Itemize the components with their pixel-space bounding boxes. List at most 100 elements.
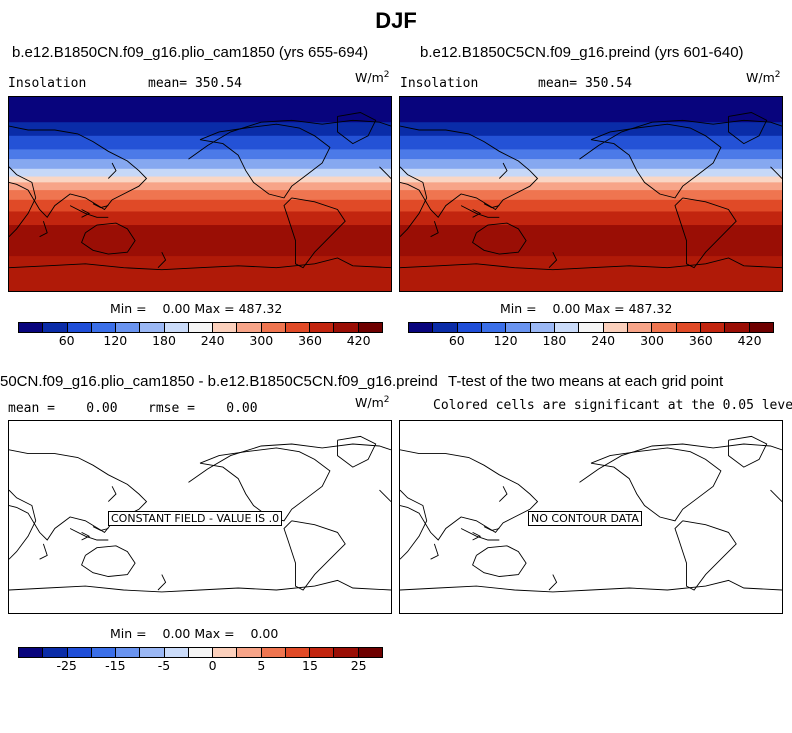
colorbar-tick-label: 5 [257, 658, 266, 673]
colorbar-swatch [43, 323, 68, 332]
colorbar-tick-label: 240 [591, 333, 616, 348]
colorbar-swatch [285, 323, 311, 332]
panel-1-map [8, 96, 392, 292]
colorbar-tick-label: 120 [493, 333, 518, 348]
colorbar-tick-label: 240 [200, 333, 225, 348]
coastline [579, 443, 782, 483]
colorbar-swatch [481, 323, 507, 332]
colorbar-swatch [91, 648, 117, 657]
panel-3-min-max: Min = 0.00 Max = 0.00 [110, 626, 279, 641]
coastline [770, 166, 782, 179]
coastline [400, 125, 539, 219]
insolation-band [400, 182, 782, 191]
coastline [107, 486, 117, 502]
coastline [483, 203, 500, 209]
coastline [9, 257, 391, 271]
coastline [283, 520, 346, 591]
panel-3-heading: 50CN.f09_g16.plio_cam1850 - b.e12.B1850C… [0, 373, 438, 390]
insolation-band [9, 176, 391, 183]
colorbar-swatch [116, 648, 141, 657]
coastline [9, 125, 148, 219]
coastline [472, 545, 527, 577]
coastline [770, 489, 782, 502]
panel-2-variable-label: Insolation [400, 76, 479, 91]
coastline [188, 119, 391, 160]
coastline [472, 209, 482, 218]
panel-4-message: NO CONTOUR DATA [528, 511, 642, 526]
colorbar-swatch [579, 323, 604, 332]
coastline [728, 435, 768, 468]
colorbar-swatch [725, 323, 750, 332]
colorbar-swatch [310, 323, 335, 332]
colorbar-swatch [188, 323, 214, 332]
coastline [337, 112, 377, 145]
coastline [157, 252, 167, 269]
panel-3-unit: W/m2 [355, 395, 390, 411]
colorbar-swatch [116, 323, 141, 332]
colorbar-tick-label: 300 [640, 333, 664, 348]
insolation-band [9, 190, 391, 201]
coastline [81, 531, 91, 541]
panel-1-min-max: Min = 0.00 Max = 487.32 [110, 301, 283, 316]
panel-1-variable-label: Insolation [8, 76, 87, 91]
colorbar-swatch [652, 323, 677, 332]
coastline [548, 252, 558, 269]
insolation-band [9, 159, 391, 170]
coastline [674, 520, 737, 591]
panel-1-unit: W/m2 [355, 70, 390, 86]
colorbar-swatch [261, 648, 286, 657]
colorbar-swatch [91, 323, 117, 332]
coastline [400, 257, 782, 271]
coastline [460, 205, 500, 218]
colorbar-tick-label: 120 [103, 333, 128, 348]
insolation-band [400, 122, 782, 137]
panel-2-map [399, 96, 783, 292]
coastline [728, 112, 768, 145]
colorbar-tick-label: -5 [157, 658, 171, 673]
colorbar-swatch [676, 323, 701, 332]
colorbar-swatch [334, 323, 359, 332]
insolation-band [9, 256, 391, 291]
colorbar-swatch [554, 323, 580, 332]
colorbar-swatch [19, 323, 44, 332]
colorbar-tick-label: 25 [350, 658, 367, 673]
panel-1-heading: b.e12.B1850CN.f09_g16.plio_cam1850 (yrs … [12, 44, 369, 61]
coastline [379, 489, 391, 502]
colorbar-tick-label: 60 [58, 333, 75, 348]
coastline [157, 574, 167, 591]
colorbar-swatch [140, 323, 165, 332]
insolation-band [400, 135, 782, 150]
panel-1-colorbar: 60 120 180 240 300 360 420 [18, 322, 383, 349]
colorbar-tick-label: 180 [542, 333, 567, 348]
colorbar-tick-label: 0 [208, 658, 217, 673]
insolation-band [400, 190, 782, 201]
colorbar-swatch [285, 648, 311, 657]
insolation-band [9, 122, 391, 137]
panel-3-colorbar: -25 -15 -5 0 5 15 25 [18, 647, 383, 674]
colorbar-swatch [164, 648, 189, 657]
colorbar-tick-label: 420 [346, 333, 371, 348]
colorbar-tick-label: 60 [448, 333, 465, 348]
coastline [590, 123, 722, 199]
panel-3-rmse-label: rmse = 0.00 [148, 401, 258, 416]
coastline [81, 209, 91, 218]
coastline [9, 449, 148, 541]
colorbar-swatch [43, 648, 68, 657]
colorbar-swatch [749, 323, 773, 332]
colorbar-swatch [506, 323, 531, 332]
panel-3-mean-label: mean = 0.00 [8, 401, 118, 416]
coastline [400, 166, 428, 238]
colorbar-swatch [261, 323, 286, 332]
panel-2-colorbar: 60 120 180 240 300 360 420 [408, 322, 774, 349]
colorbar-tick-label: -25 [56, 658, 77, 673]
insolation-band [9, 135, 391, 150]
figure-title: DJF [375, 8, 417, 33]
coastline [69, 205, 109, 218]
colorbar-swatch [213, 648, 238, 657]
colorbar-swatch [700, 323, 726, 332]
colorbar-swatch [213, 323, 238, 332]
panel-1-mean-label: mean= 350.54 [148, 76, 242, 91]
coastline [472, 222, 527, 255]
coastline [590, 447, 722, 522]
panel-2-heading: b.e12.B1850C5CN.f09_g16.preind (yrs 601-… [420, 44, 744, 61]
